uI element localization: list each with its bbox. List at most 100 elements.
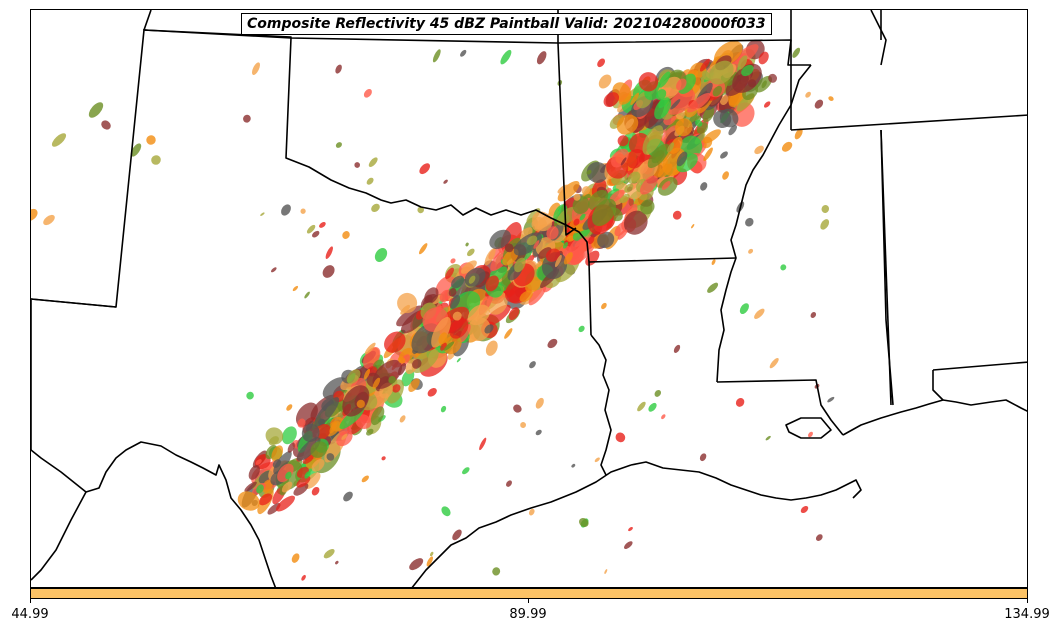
paintball-blob <box>519 290 533 302</box>
border-colorado-south <box>31 29 292 308</box>
paintball-blob <box>450 294 461 309</box>
paintball-blob <box>427 387 437 397</box>
paintball-blob <box>304 291 310 299</box>
paintball-blob <box>514 257 526 273</box>
paintball-blob <box>354 162 361 168</box>
paintball-blob <box>642 125 664 155</box>
paintball-blob <box>508 307 520 321</box>
paintball-blob <box>529 361 536 369</box>
paintball-blob <box>244 481 257 492</box>
paintball-blob <box>821 205 830 213</box>
paintball-blob <box>594 457 600 463</box>
paintball-blob <box>431 316 451 348</box>
colorbar-tick-label-min: 44.99 <box>11 607 49 622</box>
paintball-blob <box>343 491 353 502</box>
paintball-blob <box>638 72 659 92</box>
coastline-louisiana <box>630 461 862 501</box>
paintball-blob <box>397 356 406 364</box>
paintball-blob <box>467 248 475 257</box>
paintball-blob <box>448 288 457 297</box>
paintball-blob <box>780 264 787 271</box>
paintball-blob <box>43 214 55 226</box>
paintball-blob <box>459 324 471 343</box>
paintball-blob <box>452 529 462 541</box>
paintball-blob <box>578 517 589 528</box>
border-mo-ky <box>870 10 887 66</box>
paintball-blob <box>467 304 490 326</box>
paintball-blob <box>538 247 552 259</box>
paintball-blob <box>432 49 441 63</box>
paintball-blob <box>579 213 586 221</box>
map-canvas <box>31 10 1027 587</box>
paintball-blob <box>392 384 401 393</box>
paintball-blob <box>484 324 494 334</box>
paintball-blob <box>722 171 729 180</box>
colorbar-tick-right <box>1027 599 1028 603</box>
paintball-blob <box>285 471 292 480</box>
paintball-blob <box>452 311 462 321</box>
paintball-blob <box>500 49 512 65</box>
paintball-blob <box>364 342 376 355</box>
paintball-blob <box>712 85 723 97</box>
paintball-blob <box>314 397 340 427</box>
paintball-blob <box>651 150 665 164</box>
paintball-blob <box>563 252 573 265</box>
paintball-blob <box>586 169 592 175</box>
paintball-blob <box>640 199 655 215</box>
border-georgia-florida <box>932 361 1027 371</box>
paintball-blob <box>439 289 451 303</box>
paintball-blob <box>639 175 658 195</box>
paintball-blob <box>675 118 693 137</box>
paintball-blob <box>535 397 544 409</box>
paintball-blob <box>397 363 407 376</box>
paintball-blob <box>101 120 111 130</box>
paintball-blob <box>484 248 496 266</box>
reflectivity-paintballs <box>31 39 835 581</box>
paintball-blob <box>146 135 156 145</box>
paintball-blob <box>755 75 773 93</box>
paintball-blob <box>670 99 681 110</box>
paintball-blob <box>296 475 311 488</box>
paintball-blob <box>237 491 260 511</box>
paintball-blob <box>617 229 628 240</box>
paintball-blob <box>281 481 293 493</box>
paintball-blob <box>737 55 748 70</box>
paintball-blob <box>276 495 295 512</box>
border-louisiana-mississippi <box>716 379 844 436</box>
paintball-blob <box>300 208 306 214</box>
paintball-blob <box>768 73 778 83</box>
paintball-blob <box>557 184 569 194</box>
paintball-blob <box>814 99 824 109</box>
paintball-blob <box>272 459 282 468</box>
map-title: Composite Reflectivity 45 dBZ Paintball … <box>241 13 772 35</box>
paintball-blob <box>700 182 708 191</box>
paintball-blob <box>741 64 754 77</box>
paintball-blob <box>574 236 587 248</box>
paintball-blob <box>412 359 422 369</box>
colorbar-tick-label-mid: 89.99 <box>509 607 547 622</box>
paintball-blob <box>265 427 284 445</box>
paintball-blob <box>326 453 335 461</box>
paintball-blob <box>658 71 671 88</box>
paintball-blob <box>311 230 320 238</box>
paintball-blob <box>370 406 385 426</box>
paintball-blob <box>31 208 38 222</box>
paintball-blob <box>657 163 673 178</box>
paintball-blob <box>661 181 671 190</box>
paintball-blob <box>287 442 295 453</box>
border-alabama-georgia <box>880 129 894 406</box>
paintball-blob <box>489 229 511 250</box>
paintball-blob <box>597 58 606 68</box>
paintball-blob <box>691 224 695 229</box>
colorbar-tick-label-max: 134.99 <box>1004 607 1050 622</box>
paintball-blob <box>707 282 719 293</box>
paintball-blob <box>648 402 657 412</box>
paintball-blob <box>655 89 667 101</box>
border-tennessee <box>790 114 1027 131</box>
paintball-blob <box>270 267 277 273</box>
coastline-ms-al <box>842 399 1027 436</box>
paintball-blob <box>765 435 771 441</box>
paintball-blob <box>735 397 745 407</box>
paintball-blob <box>758 51 769 65</box>
paintball-blob <box>409 558 424 571</box>
